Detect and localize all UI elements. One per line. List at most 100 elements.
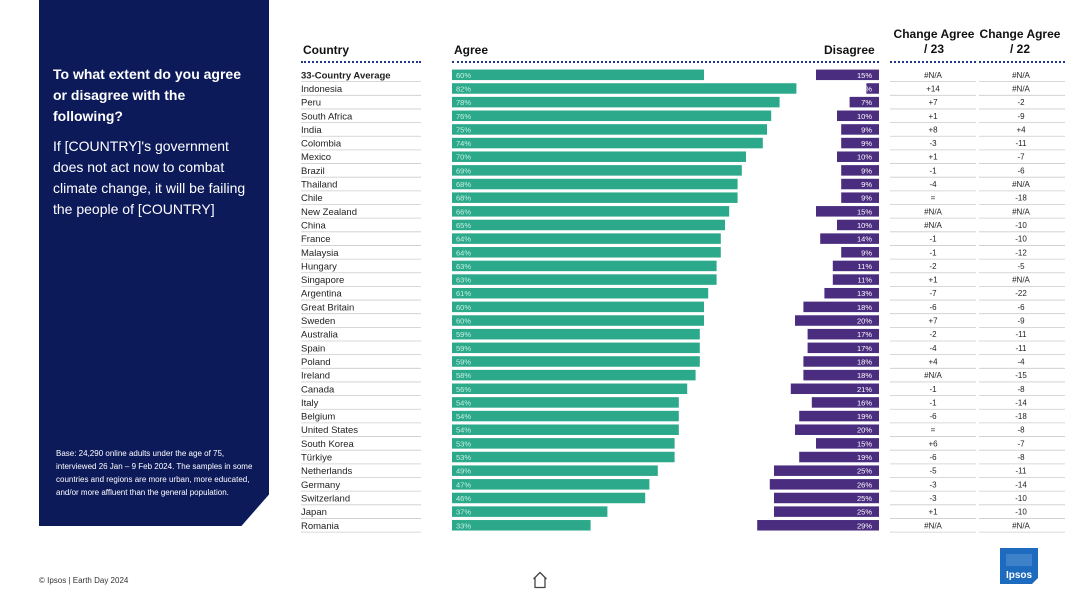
change23-value: -2 <box>929 262 937 271</box>
country-header-rule <box>301 61 421 63</box>
agree-value-label: 54% <box>456 398 471 407</box>
change23-value: = <box>931 426 936 435</box>
country-label: Malaysia <box>301 248 339 259</box>
change22-value: -7 <box>1017 153 1025 162</box>
change23-value: #N/A <box>924 371 942 380</box>
home-icon[interactable] <box>532 571 548 589</box>
disagree-bar <box>841 192 879 203</box>
disagree-value-label: 17% <box>857 344 872 353</box>
disagree-bar <box>832 260 879 272</box>
disagree-value-label: 19% <box>857 453 872 462</box>
disagree-bar <box>841 247 879 258</box>
disagree-bar <box>774 465 879 476</box>
change23-value: -3 <box>929 494 937 503</box>
change22-value: -15 <box>1015 371 1027 380</box>
agree-value-label: 59% <box>456 344 471 353</box>
change23-value: +7 <box>928 317 938 326</box>
country-label: Great Britain <box>301 302 354 313</box>
agree-bar <box>452 506 608 517</box>
agree-value-label: 76% <box>456 112 471 121</box>
disagree-value-label: 18% <box>857 303 872 312</box>
disagree-value-label: 17% <box>857 330 872 339</box>
country-label: Ireland <box>301 371 330 382</box>
disagree-bar <box>824 287 879 299</box>
agree-bar <box>452 301 704 313</box>
change22-header-line2: / 22 <box>1009 42 1030 56</box>
disagree-bar <box>774 506 879 517</box>
disagree-value-label: 16% <box>857 398 872 407</box>
change23-value: -6 <box>929 453 937 462</box>
agree-value-label: 63% <box>456 262 471 271</box>
change23-value: +1 <box>928 112 938 121</box>
change23-value: +4 <box>928 357 938 366</box>
agree-value-label: 47% <box>456 480 471 489</box>
change23-value: -5 <box>929 467 937 476</box>
agree-bar <box>452 410 679 422</box>
country-label: 33-Country Average <box>301 70 391 81</box>
disagree-value-label: 15% <box>857 207 872 216</box>
disagree-value-label: 10% <box>857 221 872 230</box>
country-label: India <box>301 125 322 136</box>
disagree-bar <box>866 83 879 94</box>
change23-value: -1 <box>929 398 937 407</box>
agree-bar <box>452 192 738 203</box>
country-label: Singapore <box>301 275 344 286</box>
disagree-value-label: 10% <box>857 112 872 121</box>
agree-bar <box>452 424 679 435</box>
change23-value: +6 <box>928 439 938 448</box>
agree-value-label: 54% <box>456 412 471 421</box>
agree-value-label: 68% <box>456 180 471 189</box>
disagree-bar <box>803 356 879 367</box>
disagree-bar <box>820 233 879 244</box>
disagree-value-label: 15% <box>857 71 872 80</box>
change22-value: -11 <box>1016 139 1028 148</box>
agree-value-label: 75% <box>456 125 471 134</box>
country-label: Belgium <box>301 412 335 423</box>
change22-value: -18 <box>1015 412 1027 421</box>
disagree-value-label: 18% <box>857 357 872 366</box>
country-label: Chile <box>301 193 323 204</box>
change23-value: -6 <box>929 412 937 421</box>
disagree-bar <box>774 492 879 504</box>
change23-value: #N/A <box>924 71 942 80</box>
country-label: New Zealand <box>301 207 357 218</box>
statement-text: If [COUNTRY]'s government does not act n… <box>53 138 246 217</box>
agree-bar <box>452 328 700 340</box>
change23-header-rule <box>890 61 976 63</box>
country-label: Australia <box>301 330 339 341</box>
country-label: Colombia <box>301 139 342 150</box>
agree-bar <box>452 287 709 299</box>
change23-value: -1 <box>929 248 937 257</box>
country-label: Mexico <box>301 152 331 163</box>
change23-value: #N/A <box>924 221 942 230</box>
change22-value: -6 <box>1017 303 1025 312</box>
disagree-bar <box>799 410 879 422</box>
change22-value: -2 <box>1017 98 1025 107</box>
country-label: China <box>301 220 327 231</box>
agree-value-label: 49% <box>456 467 471 476</box>
change22-value: -11 <box>1016 330 1028 339</box>
disagree-bar <box>757 520 879 531</box>
agree-value-label: 60% <box>456 303 471 312</box>
disagree-bar <box>795 424 879 435</box>
agree-bar <box>452 137 763 149</box>
agree-bar <box>452 165 742 176</box>
country-label: Switzerland <box>301 493 350 504</box>
agree-value-label: 65% <box>456 221 471 230</box>
disagree-value-label: 9% <box>861 125 872 134</box>
disagree-bar <box>795 315 879 326</box>
disagree-bar <box>816 206 879 217</box>
country-label: Romania <box>301 521 340 532</box>
disagree-value-label: 25% <box>857 467 872 476</box>
disagree-bar <box>769 479 879 490</box>
country-label: France <box>301 234 331 245</box>
change23-value: -4 <box>929 344 937 353</box>
agree-bar <box>452 438 675 449</box>
change23-value: -1 <box>929 166 937 175</box>
change22-value: -10 <box>1015 235 1027 244</box>
disagree-bar <box>790 383 879 395</box>
disagree-bar <box>803 301 879 313</box>
change23-value: -6 <box>929 303 937 312</box>
disagree-bar <box>841 165 879 176</box>
